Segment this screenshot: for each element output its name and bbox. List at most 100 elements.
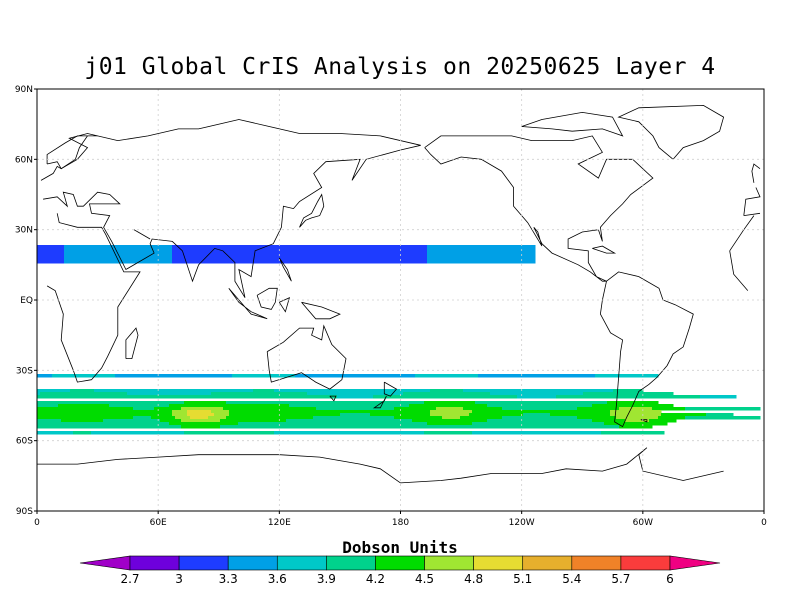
lon-tick-label: 60W <box>633 518 653 528</box>
field-cell <box>64 245 173 249</box>
field-cell <box>685 416 761 420</box>
field-cell <box>463 407 503 411</box>
field-cell <box>91 431 185 435</box>
field-cell <box>169 422 239 426</box>
field-cell <box>58 404 110 408</box>
colorbar-swatch <box>522 555 573 571</box>
field-cell <box>133 416 152 420</box>
page-title: j01 Global CrIS Analysis on 20250625 Lay… <box>84 54 716 80</box>
field-cell <box>37 251 65 255</box>
field-cell <box>394 407 437 411</box>
field-cell <box>37 416 134 420</box>
coastline <box>743 187 761 216</box>
field-cell <box>478 374 596 378</box>
field-cell <box>427 251 536 255</box>
field-cell <box>37 260 65 264</box>
field-cell <box>37 410 173 414</box>
colorbar-label: 3.3 <box>219 572 238 586</box>
field-cell <box>658 416 686 420</box>
field-cell <box>103 419 161 423</box>
colorbar-swatch <box>620 555 671 571</box>
field-cell <box>403 392 491 396</box>
field-cell <box>169 404 290 408</box>
field-cell <box>220 425 620 429</box>
coastline <box>125 327 139 359</box>
coastline <box>400 447 724 484</box>
field-cell <box>286 419 413 423</box>
field-cell <box>604 422 668 426</box>
field-cell <box>37 404 59 408</box>
colorbar: Dobson Units 2.7 3 3.3 3.6 3.9 4.2 4.5 4.8 5.1 5.4… <box>79 538 721 586</box>
field-cell <box>187 410 212 414</box>
field-cell <box>619 407 653 411</box>
ozone-field <box>37 245 761 435</box>
field-cell <box>295 374 416 378</box>
field-cell <box>232 374 296 378</box>
field-cell <box>427 260 536 264</box>
field-cell <box>307 392 404 396</box>
field-cell <box>73 431 92 435</box>
field-cell <box>229 410 431 414</box>
field-cell <box>460 416 503 420</box>
field-cell <box>37 407 134 411</box>
field-cell <box>184 431 275 435</box>
colorbar-swatch <box>571 555 622 571</box>
field-cell <box>424 401 476 405</box>
colorbar-label: 5.7 <box>611 572 630 586</box>
field-cell <box>583 392 674 396</box>
lat-tick-label: 30S <box>16 366 33 376</box>
colorbar-label: 4.5 <box>415 572 434 586</box>
coastline <box>46 135 98 170</box>
field-cell <box>274 389 431 393</box>
field-cell <box>172 248 428 252</box>
field-cell <box>469 413 524 417</box>
field-cell <box>316 407 395 411</box>
lat-tick-label: 30N <box>15 226 33 236</box>
field-cell <box>424 431 473 435</box>
coastline <box>329 395 337 402</box>
coastlines <box>37 104 761 484</box>
field-cell <box>208 416 227 420</box>
field-cell <box>172 245 428 249</box>
field-cell <box>706 413 734 417</box>
colorbar-swatch <box>326 555 376 571</box>
field-cell <box>337 395 374 399</box>
field-cell <box>490 392 584 396</box>
lat-tick-label: EQ <box>20 296 33 306</box>
field-cell <box>181 425 221 429</box>
field-cell <box>190 416 209 420</box>
field-cell <box>154 407 182 411</box>
coastline <box>40 119 421 298</box>
field-cell <box>700 395 737 399</box>
colorbar-swatch <box>473 555 524 571</box>
field-cell <box>427 257 536 261</box>
field-cell <box>187 413 215 417</box>
field-cell <box>442 416 461 420</box>
field-cell <box>313 416 395 420</box>
colorbar-title: Dobson Units <box>342 538 458 557</box>
lon-tick-label: 180 <box>392 518 409 528</box>
field-cell <box>430 389 464 393</box>
lat-tick-label: 90N <box>15 85 33 95</box>
field-cell <box>412 419 488 423</box>
coastline <box>424 135 654 282</box>
coastline <box>617 104 725 160</box>
field-cell <box>37 422 170 426</box>
field-cell <box>463 389 614 393</box>
field-cell <box>37 374 53 378</box>
field-cell <box>661 413 707 417</box>
field-cell <box>577 416 617 420</box>
field-cell <box>373 395 518 399</box>
field-cell <box>94 389 254 393</box>
field-cell <box>436 407 464 411</box>
field-cell <box>592 419 626 423</box>
field-cell <box>430 410 473 414</box>
field-cell <box>610 413 662 417</box>
colorbar-swatch <box>227 555 278 571</box>
field-cell <box>151 416 176 420</box>
field-cell <box>37 257 65 261</box>
field-cell <box>172 410 188 414</box>
field-cell <box>649 419 677 423</box>
coastline <box>256 287 278 310</box>
lat-tick-label: 60S <box>16 437 33 447</box>
